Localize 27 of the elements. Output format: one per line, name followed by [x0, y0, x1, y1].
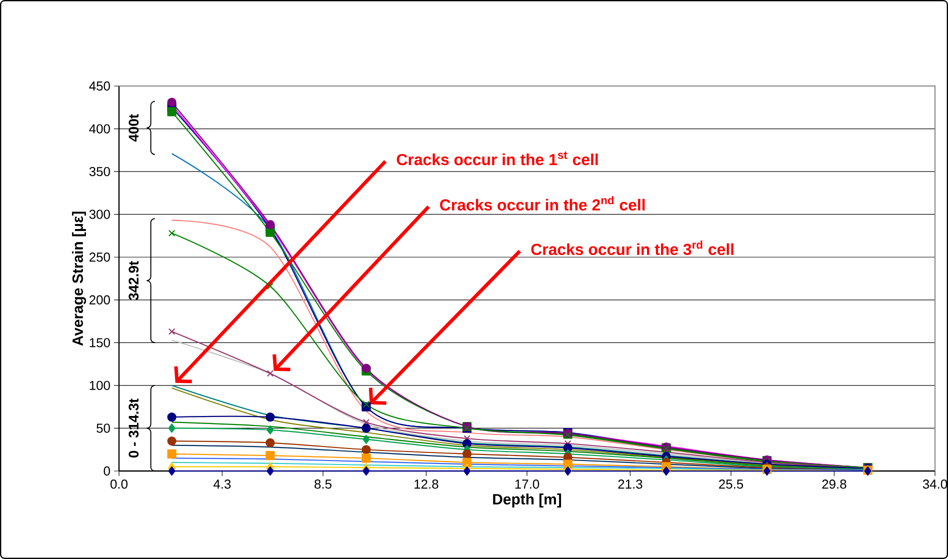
annotation: 0 - 314.3t	[128, 398, 139, 458]
x-tick-label: 25.5	[719, 480, 744, 489]
x-tick-label: 4.3	[213, 480, 231, 489]
x-tick-label: 34.0	[922, 480, 948, 489]
annotation: 400t	[128, 114, 139, 142]
annotation: Cracks occur in the 2$^{nd}$ cell	[440, 196, 645, 211]
y-tick-label: 400	[89, 124, 110, 134]
y-tick-label: 0	[104, 466, 110, 476]
y-tick-label: 250	[90, 252, 110, 262]
x-tick-label: 17.0	[515, 480, 540, 489]
y-tick-label: 200	[90, 295, 110, 304]
y-tick-label: 300	[89, 210, 110, 219]
y-tick-label: 100	[90, 380, 110, 390]
x-axis-title: Depth [m]	[493, 494, 562, 508]
annotation: Cracks occur in the 1$^{st}$ cell	[396, 152, 598, 166]
x-tick-label: 21.3	[618, 480, 642, 489]
x-tick-label: 29.8	[822, 480, 846, 489]
y-tick-label: 450	[89, 81, 110, 91]
y-axis-title: Average Strain [με]	[72, 212, 86, 346]
y-tick-label: 50	[96, 424, 110, 433]
y-tick-label: 150	[90, 338, 110, 348]
annotation: Cracks occur in the 3$^{rd}$ cell	[531, 240, 734, 256]
x-tick-label: 8.5	[314, 480, 332, 489]
annotation: 342.9t	[128, 261, 139, 300]
x-tick-label: 0.0	[110, 480, 128, 489]
x-tick-label: 12.8	[414, 480, 438, 489]
y-tick-label: 350	[89, 166, 110, 176]
